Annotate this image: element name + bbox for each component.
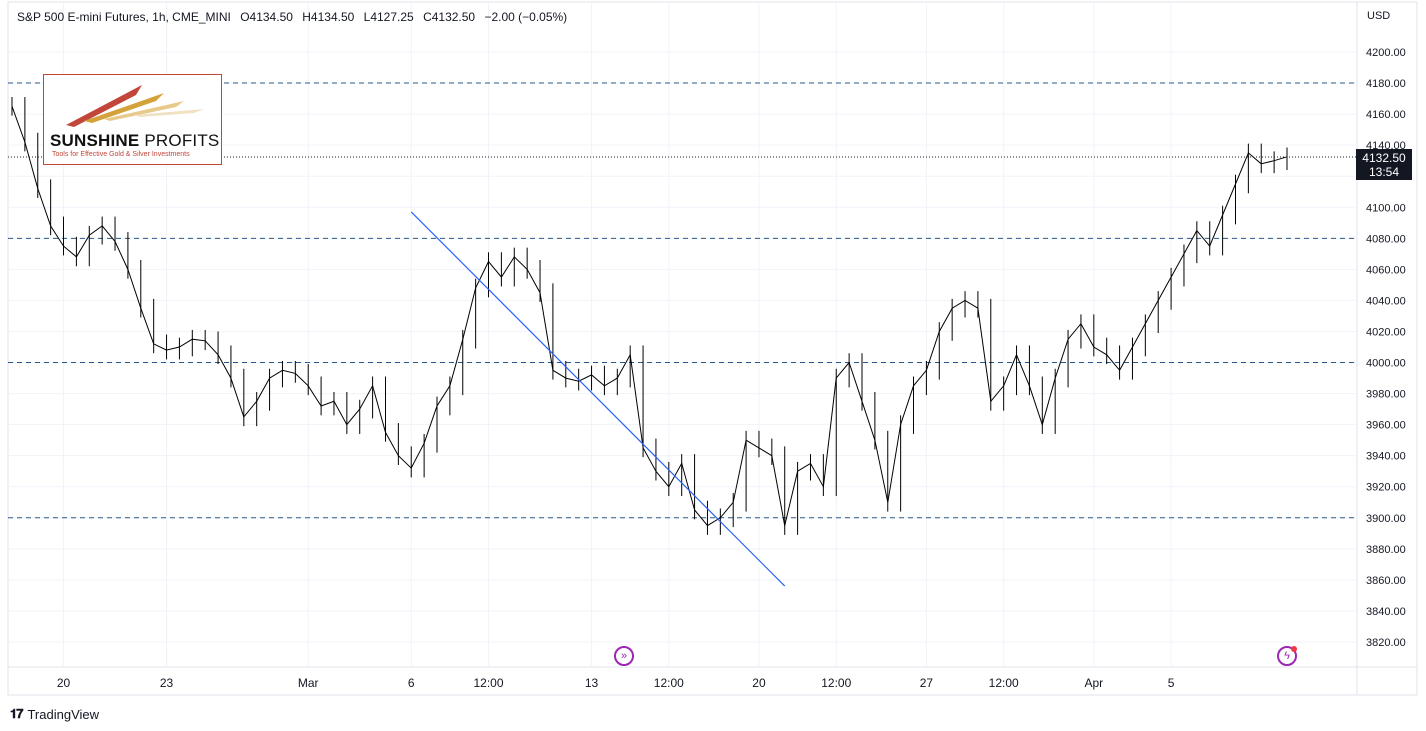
price-tick-label: 3820.00 — [1366, 637, 1406, 649]
price-tick-label: 3860.00 — [1366, 575, 1406, 587]
time-tick-label: 12:00 — [821, 676, 851, 690]
ohlc-high: H4134.50 — [302, 10, 355, 24]
trendline[interactable] — [410, 211, 786, 587]
time-tick-label: 6 — [408, 676, 415, 690]
price-tick-label: 4020.00 — [1366, 326, 1406, 338]
current-price-badge: 4132.50 13:54 — [1356, 149, 1412, 180]
logo-name: SUNSHINE PROFITS — [50, 131, 220, 150]
time-tick-label: 20 — [752, 676, 766, 690]
price-line — [11, 106, 1288, 527]
price-tick-label: 3920.00 — [1366, 482, 1406, 494]
descending-trendline[interactable] — [410, 211, 786, 587]
ohlc-open: O4134.50 — [240, 10, 293, 24]
price-tick-label: 4160.00 — [1366, 109, 1406, 121]
time-tick-label: 12:00 — [989, 676, 1019, 690]
time-tick-label: Mar — [298, 676, 319, 690]
price-axis-labels: 3820.00 3840.00 3860.00 3880.00 3900.00 3920.… — [1366, 47, 1406, 649]
price-tick-label: 3840.00 — [1366, 606, 1406, 618]
lightning-event-icon[interactable]: ϟ — [1277, 646, 1297, 666]
price-tick-label: 4100.00 — [1366, 202, 1406, 214]
logo-tagline: Tools for Effective Gold & Silver Invest… — [52, 151, 190, 158]
event-notification-dot — [1291, 646, 1297, 652]
price-tick-label: 4200.00 — [1366, 47, 1406, 59]
tradingview-brand-text: TradingView — [27, 706, 100, 722]
time-tick-label: 5 — [1168, 676, 1175, 690]
price-tick-label: 3980.00 — [1366, 389, 1406, 401]
currency-label[interactable]: USD — [1367, 10, 1391, 22]
time-tick-label: 27 — [920, 676, 934, 690]
price-tick-label: 3900.00 — [1366, 513, 1406, 525]
chart-pane-border — [7, 1, 1418, 696]
symbol-name[interactable]: S&P 500 E-mini Futures, 1h, CME_MINI — [17, 10, 231, 24]
price-tick-label: 4000.00 — [1366, 358, 1406, 370]
fast-forward-event-icon[interactable]: » — [614, 646, 634, 666]
time-tick-label: 23 — [160, 676, 174, 690]
time-tick-label: Apr — [1084, 676, 1103, 690]
price-tick-label: 4060.00 — [1366, 264, 1406, 276]
ohlc-close: C4132.50 — [423, 10, 476, 24]
watermark-logo: SUNSHINE PROFITS Tools for Effective Gol… — [43, 74, 222, 165]
ohlc-change: −2.00 (−0.05%) — [484, 10, 568, 24]
bar-countdown: 13:54 — [1368, 165, 1400, 179]
tradingview-logo-icon: 𝟏𝟕 — [10, 706, 24, 721]
price-series — [11, 97, 1288, 535]
price-tick-label: 4180.00 — [1366, 78, 1406, 90]
time-axis-labels: 20 23 Mar 6 12:00 13 12:00 20 12:00 27 12:00 Apr 5 — [57, 676, 1175, 690]
time-tick-label: 12:00 — [473, 676, 503, 690]
time-tick-label: 12:00 — [654, 676, 684, 690]
price-tick-label: 3880.00 — [1366, 544, 1406, 556]
time-tick-label: 13 — [585, 676, 599, 690]
sunshine-logo-icon — [66, 85, 204, 127]
ohlc-low: L4127.25 — [363, 10, 414, 24]
price-tick-label: 4080.00 — [1366, 233, 1406, 245]
price-tick-label: 3960.00 — [1366, 420, 1406, 432]
current-price-value: 4132.50 — [1362, 151, 1406, 165]
symbol-header: S&P 500 E-mini Futures, 1h, CME_MINI O41… — [17, 10, 573, 24]
price-tick-label: 4040.00 — [1366, 295, 1406, 307]
tradingview-brand[interactable]: 𝟏𝟕 TradingView — [10, 706, 99, 722]
time-tick-label: 20 — [57, 676, 71, 690]
price-tick-label: 3940.00 — [1366, 451, 1406, 463]
